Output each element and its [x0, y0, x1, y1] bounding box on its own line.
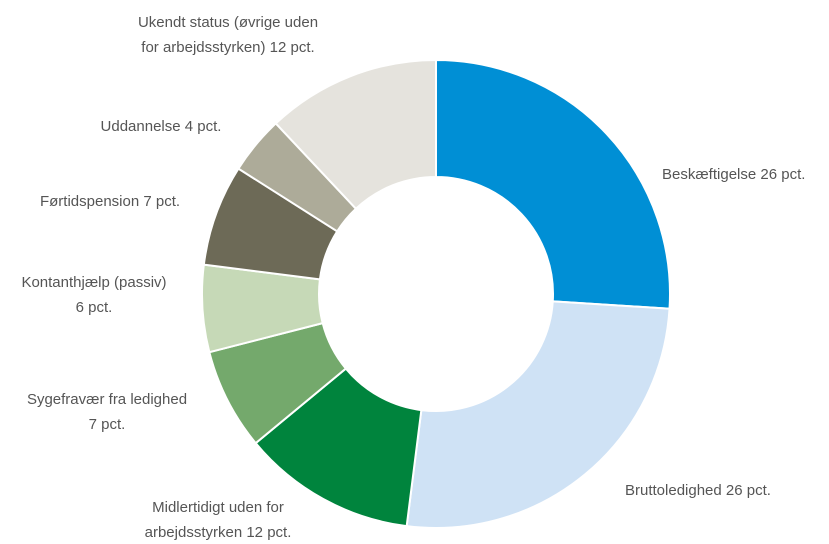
slice-label: Uddannelse 4 pct. — [101, 118, 222, 135]
slice-label: 7 pct. — [89, 416, 126, 433]
donut-slice — [405, 300, 671, 529]
slice-label: Førtidspension 7 pct. — [40, 193, 180, 210]
slice-label: for arbejdsstyrken) 12 pct. — [141, 39, 314, 56]
slice-label: Midlertidigt uden for — [152, 499, 284, 516]
donut-slice — [274, 58, 437, 211]
slice-label: 6 pct. — [76, 299, 113, 316]
slice-label: Ukendt status (øvrige uden — [138, 14, 318, 31]
slice-label: Bruttoledighed 26 pct. — [625, 482, 771, 499]
slice-label: Sygefravær fra ledighed — [27, 391, 187, 408]
slice-label: arbejdsstyrken 12 pct. — [145, 524, 292, 541]
donut-slice — [435, 58, 671, 310]
slice-label: Beskæftigelse 26 pct. — [662, 166, 805, 183]
slice-label: Kontanthjælp (passiv) — [21, 274, 166, 291]
